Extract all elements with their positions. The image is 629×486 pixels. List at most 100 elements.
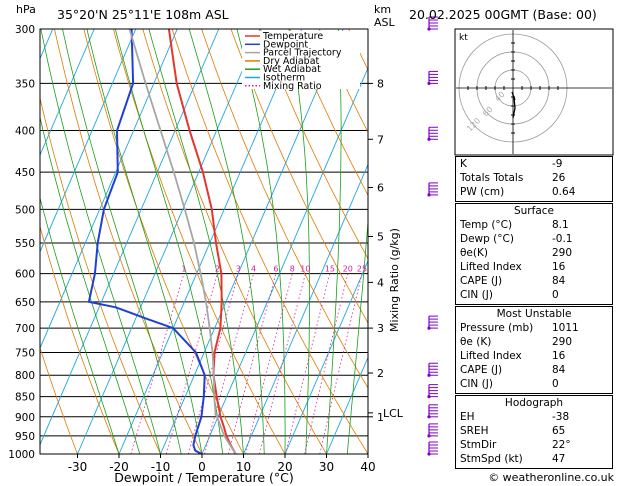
pressure-tick-label: 1000	[8, 449, 35, 461]
dry-adiabat-line	[230, 29, 368, 324]
mixing-ratio-label: 4	[251, 265, 256, 274]
legend-entry: Parcel Trajectory	[263, 48, 342, 59]
mixing-ratio-line	[245, 273, 293, 454]
index-value: 0.64	[552, 186, 576, 198]
mixing-ratio-line	[304, 273, 349, 454]
isotherm-line	[40, 29, 178, 350]
index-key: K	[460, 158, 467, 170]
legend-entry: Dry Adiabat	[263, 56, 320, 67]
wind-barb-dot	[427, 193, 431, 197]
wet-adiabat-line	[326, 29, 342, 454]
axes: 3003504004505005506006507007508008509009…	[8, 24, 404, 474]
surface-value: 0	[552, 289, 559, 301]
surface-row: Temp (°C) 8.1	[456, 218, 612, 232]
dry-adiabat-line	[171, 29, 368, 454]
most-unstable-value: 16	[552, 350, 566, 362]
surface-row: Lifted Index 16	[456, 260, 612, 274]
hodograph-frame	[454, 28, 614, 156]
surface-row: θe(K) 290	[456, 246, 612, 260]
most-unstable-row: CAPE (J) 84	[456, 363, 612, 377]
x-tick-label: 10	[236, 460, 251, 474]
mixing-ratio-line	[166, 273, 218, 454]
wet-adiabat-line	[346, 217, 368, 454]
isotherm-line	[160, 29, 344, 454]
temperature-line	[167, 29, 237, 454]
x-tick-label: 40	[360, 460, 375, 474]
surface-key: θe(K)	[460, 247, 488, 259]
surface-box: Surface Temp (°C) 8.1 Dewp (°C) -0.1 θe(K) 29…	[455, 203, 613, 305]
hodograph-stat-row: StmDir 22°	[456, 438, 612, 452]
pressure-tick-label: 300	[15, 24, 35, 36]
dry-adiabat-line	[83, 29, 244, 454]
hodograph-stat-row: StmSpd (kt) 47	[456, 452, 612, 466]
datetime-label: 20.02.2025 00GMT (Base: 00)	[409, 7, 597, 22]
hodograph-stat-row: EH -38	[456, 410, 612, 424]
dry-adiabat-line	[289, 29, 368, 196]
isotherm-line	[40, 29, 220, 446]
wet-adiabat-line	[188, 29, 265, 454]
dry-adiabat-line	[113, 29, 286, 454]
km-tick-label: 6	[377, 181, 384, 194]
wind-barb-dot	[427, 434, 431, 438]
x-tick-label: 30	[319, 460, 334, 474]
pressure-tick-label: 450	[15, 167, 35, 179]
hodograph-stat-key: SREH	[460, 425, 489, 437]
km-tick-label: 1	[377, 411, 384, 424]
surface-value: 16	[552, 261, 566, 273]
hodograph-unit-label: kt	[459, 33, 468, 43]
hodograph-trace	[511, 91, 516, 119]
wind-barb-dot	[427, 415, 431, 419]
wet-adiabat-line	[62, 29, 182, 454]
legend-entry: Wet Adiabat	[263, 64, 321, 75]
surface-value: 84	[552, 275, 566, 287]
pressure-tick-label: 950	[15, 431, 35, 443]
hodograph-title: Hodograph	[504, 397, 564, 409]
mixing-ratio-line	[319, 273, 363, 454]
surface-value: 290	[552, 247, 573, 259]
wet-adiabat-line	[236, 29, 286, 454]
hodograph-stat-key: StmSpd (kt)	[460, 453, 523, 465]
pressure-tick-label: 650	[15, 297, 35, 309]
surface-key: Dewp (°C)	[460, 233, 514, 245]
location-title: 35°20'N 25°11'E 108m ASL	[57, 7, 229, 22]
hodograph-stat-value: 22°	[552, 439, 571, 451]
mixing-ratio-label: 1	[181, 265, 186, 274]
most-unstable-value: 290	[552, 336, 573, 348]
index-value: -9	[552, 158, 563, 170]
isotherm-line	[77, 29, 261, 454]
mixing-ratio-label: 15	[325, 265, 335, 274]
pressure-tick-label: 350	[15, 78, 35, 90]
surface-row: CAPE (J) 84	[456, 274, 612, 288]
indices-box: K -9 Totals Totals 26 PW (cm) 0.64	[455, 156, 613, 202]
dry-adiabat-line	[40, 346, 78, 454]
x-tick-label: -20	[109, 460, 129, 474]
isotherm-line	[201, 66, 368, 454]
copyright-label: © weatheronline.co.uk	[488, 471, 614, 484]
wind-barb-dot	[427, 373, 431, 377]
hodograph-stat-key: StmDir	[460, 439, 497, 451]
dry-adiabat-line	[201, 29, 368, 389]
wind-barb-dot	[427, 137, 431, 141]
mixing-ratio-label: 8	[290, 265, 295, 274]
dry-adiabat-line	[40, 96, 161, 454]
legend-entry: Dewpoint	[263, 39, 308, 50]
legend-entry: Mixing Ratio	[263, 81, 322, 92]
wet-adiabat-line	[40, 29, 161, 454]
pressure-tick-label: 900	[15, 412, 35, 424]
parcel-trajectory-line	[128, 29, 237, 454]
legend-entry: Temperature	[262, 31, 323, 42]
pressure-tick-label: 500	[15, 204, 35, 216]
dry-adiabat-line	[260, 29, 368, 260]
lcl-label: LCL	[383, 407, 404, 420]
surface-row: Dewp (°C) -0.1	[456, 232, 612, 246]
mixing-ratio-label: 10	[300, 265, 310, 274]
km-tick-label: 5	[377, 230, 384, 243]
x-tick-label: -30	[68, 460, 88, 474]
hodograph-stat-row: SREH 65	[456, 424, 612, 438]
wind-barb-dot	[427, 326, 431, 330]
mixing-ratio-axis-label: Mixing Ratio (g/kg)	[388, 228, 401, 332]
dry-adiabat-line	[54, 29, 203, 454]
